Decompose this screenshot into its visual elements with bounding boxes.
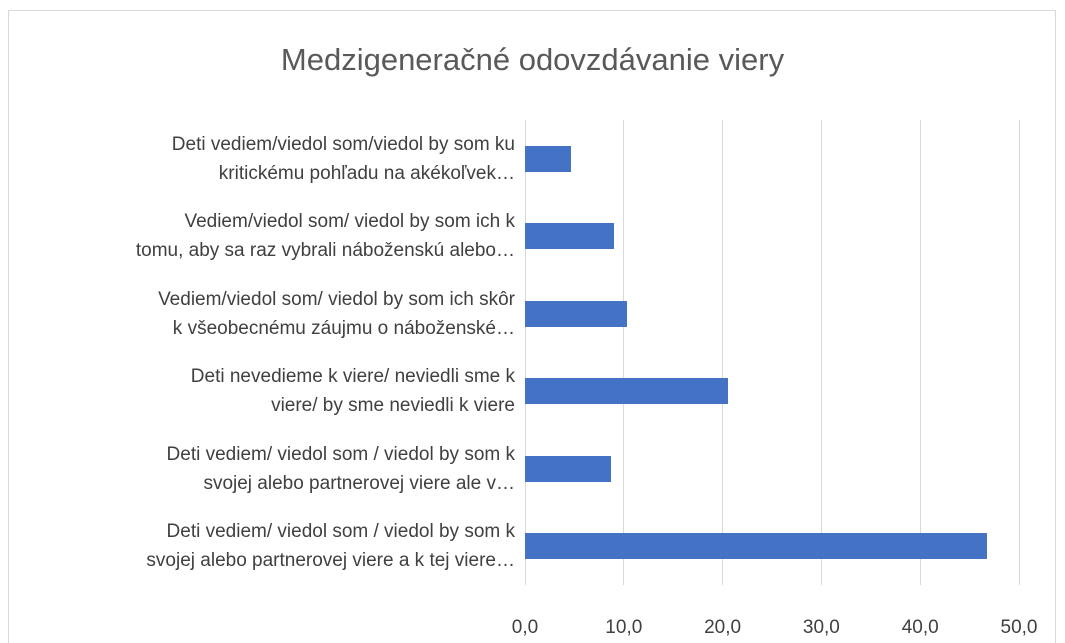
y-tick-label: Deti vediem/viedol som/viedol by som ku …	[171, 133, 515, 184]
bar	[525, 223, 614, 250]
bar	[525, 145, 572, 172]
x-tick-label: 50,0	[1000, 617, 1038, 638]
bar	[525, 300, 627, 327]
grid-line	[623, 120, 625, 585]
bar	[525, 533, 988, 560]
x-tick-label: 10,0	[605, 617, 643, 638]
x-tick-label: 20,0	[704, 617, 742, 638]
y-tick-label: Deti nevedieme k viere/ neviedli sme k v…	[190, 366, 515, 417]
grid-line	[524, 120, 526, 585]
y-tick-label: Vediem/viedol som/ viedol by som ich skô…	[158, 288, 515, 339]
y-tick-label: Deti vediem/ viedol som / viedol by som …	[166, 443, 515, 494]
y-tick-label: Deti vediem/ viedol som / viedol by som …	[146, 521, 515, 572]
grid-line	[1018, 120, 1020, 585]
x-tick-label: 30,0	[802, 617, 840, 638]
bar	[525, 455, 611, 482]
x-tick-label: 40,0	[901, 617, 939, 638]
y-tick-label: Vediem/viedol som/ viedol by som ich k t…	[135, 211, 515, 262]
bar	[525, 378, 728, 405]
x-tick-label: 0,0	[511, 617, 539, 638]
chart-title: Medzigeneračné odovzdávanie viery	[280, 42, 785, 77]
grid-line	[919, 120, 921, 585]
grid-line	[722, 120, 724, 585]
chart-frame	[8, 10, 1056, 643]
grid-line	[820, 120, 822, 585]
